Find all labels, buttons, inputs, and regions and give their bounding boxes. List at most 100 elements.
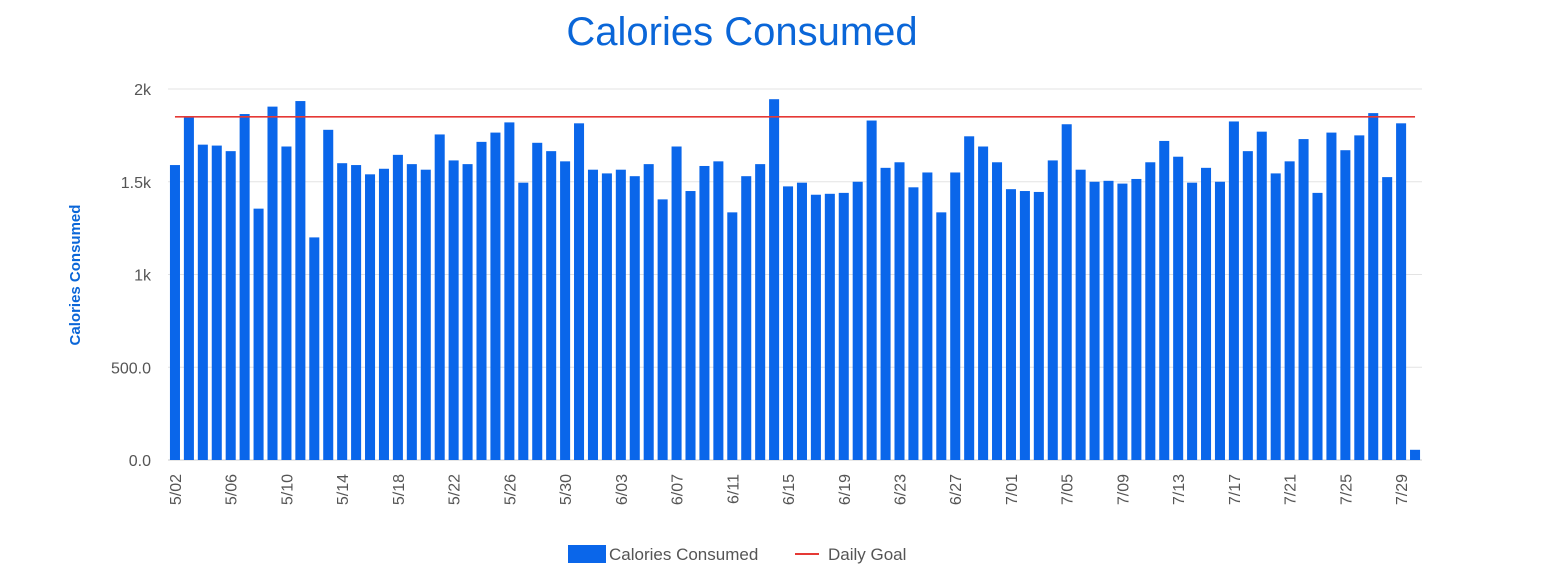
bar[interactable]	[1284, 161, 1295, 460]
bar[interactable]	[783, 186, 794, 460]
bar[interactable]	[978, 146, 989, 460]
bar[interactable]	[741, 176, 752, 460]
bar[interactable]	[1298, 139, 1309, 460]
x-tick-label: 7/09	[1115, 474, 1132, 505]
bar-series[interactable]	[169, 99, 1421, 461]
bar[interactable]	[1047, 160, 1058, 461]
bar[interactable]	[504, 122, 515, 460]
bar[interactable]	[560, 161, 571, 460]
bar[interactable]	[866, 120, 877, 460]
bar[interactable]	[351, 165, 362, 460]
bar[interactable]	[1173, 156, 1184, 460]
bar[interactable]	[574, 123, 585, 460]
legend[interactable]: Calories Consumed Daily Goal	[568, 545, 906, 564]
bar[interactable]	[1201, 167, 1212, 460]
bar[interactable]	[936, 212, 947, 460]
bar[interactable]	[922, 172, 933, 460]
bar[interactable]	[1061, 124, 1072, 461]
bar[interactable]	[1117, 183, 1128, 461]
bar[interactable]	[1103, 180, 1114, 460]
x-tick-label: 6/23	[893, 474, 910, 505]
bar[interactable]	[1033, 191, 1044, 460]
bar[interactable]	[183, 116, 194, 460]
legend-label-calories[interactable]: Calories Consumed	[609, 545, 758, 564]
bar[interactable]	[1382, 177, 1393, 461]
bar[interactable]	[1228, 121, 1239, 461]
bar[interactable]	[1075, 169, 1086, 460]
bar[interactable]	[1242, 151, 1253, 460]
bar[interactable]	[1089, 181, 1100, 460]
bar[interactable]	[295, 101, 306, 461]
bar[interactable]	[727, 212, 738, 460]
bar[interactable]	[281, 146, 292, 460]
bar[interactable]	[1256, 131, 1267, 461]
bar[interactable]	[1340, 150, 1351, 460]
bar[interactable]	[908, 187, 919, 460]
legend-label-goal[interactable]: Daily Goal	[828, 545, 906, 564]
bar[interactable]	[671, 146, 682, 460]
bar[interactable]	[225, 151, 236, 460]
bar[interactable]	[810, 194, 821, 461]
bar[interactable]	[1354, 135, 1365, 460]
bar[interactable]	[420, 169, 431, 460]
bar[interactable]	[211, 145, 222, 460]
bar[interactable]	[434, 134, 445, 460]
bar[interactable]	[713, 161, 724, 460]
bar[interactable]	[378, 168, 389, 460]
bar[interactable]	[406, 164, 417, 460]
bar[interactable]	[643, 164, 654, 460]
bar[interactable]	[532, 142, 543, 461]
bar[interactable]	[1159, 140, 1170, 460]
bar[interactable]	[169, 165, 180, 460]
bar[interactable]	[796, 182, 807, 461]
bar[interactable]	[365, 174, 376, 460]
bar[interactable]	[1410, 449, 1421, 460]
bar[interactable]	[894, 162, 905, 460]
bar[interactable]	[755, 164, 766, 460]
bar[interactable]	[518, 182, 529, 461]
bar[interactable]	[462, 164, 473, 460]
bar[interactable]	[239, 114, 250, 460]
bar[interactable]	[490, 132, 501, 460]
bar[interactable]	[852, 181, 863, 460]
bar[interactable]	[1131, 178, 1142, 460]
bar[interactable]	[1214, 181, 1225, 460]
bar[interactable]	[546, 151, 557, 460]
bar[interactable]	[699, 165, 710, 461]
bar[interactable]	[992, 162, 1003, 460]
bar[interactable]	[337, 163, 348, 460]
bar[interactable]	[309, 237, 320, 460]
bar[interactable]	[769, 99, 780, 460]
x-tick-label: 5/06	[224, 474, 241, 505]
bar[interactable]	[824, 193, 835, 460]
bar[interactable]	[587, 169, 598, 460]
bar[interactable]	[253, 208, 264, 460]
bar[interactable]	[1368, 113, 1379, 461]
bar[interactable]	[476, 141, 487, 460]
bar[interactable]	[950, 172, 961, 460]
bar[interactable]	[267, 106, 278, 460]
bar[interactable]	[601, 173, 612, 460]
bar[interactable]	[1312, 192, 1323, 460]
bar[interactable]	[392, 154, 403, 461]
bar[interactable]	[629, 176, 640, 460]
bar[interactable]	[964, 136, 975, 461]
bar[interactable]	[880, 167, 891, 460]
bar[interactable]	[1005, 189, 1016, 461]
bar[interactable]	[685, 191, 696, 460]
bar[interactable]	[1145, 162, 1156, 460]
bar[interactable]	[323, 129, 334, 460]
bar[interactable]	[197, 144, 208, 460]
bar[interactable]	[1187, 182, 1198, 461]
bar[interactable]	[1396, 123, 1407, 460]
x-axis-ticks: 5/02 5/06 5/10 5/14 5/18 5/22 5/26 5/30 6/03 6/07…	[168, 474, 1411, 505]
bar[interactable]	[657, 199, 668, 460]
x-tick-label: 6/07	[670, 474, 687, 505]
bar[interactable]	[448, 160, 459, 461]
bar[interactable]	[838, 192, 849, 460]
bar[interactable]	[1019, 191, 1030, 460]
bar[interactable]	[615, 169, 626, 460]
x-tick-label: 6/03	[614, 474, 631, 505]
bar[interactable]	[1326, 132, 1337, 460]
bar[interactable]	[1270, 173, 1281, 460]
